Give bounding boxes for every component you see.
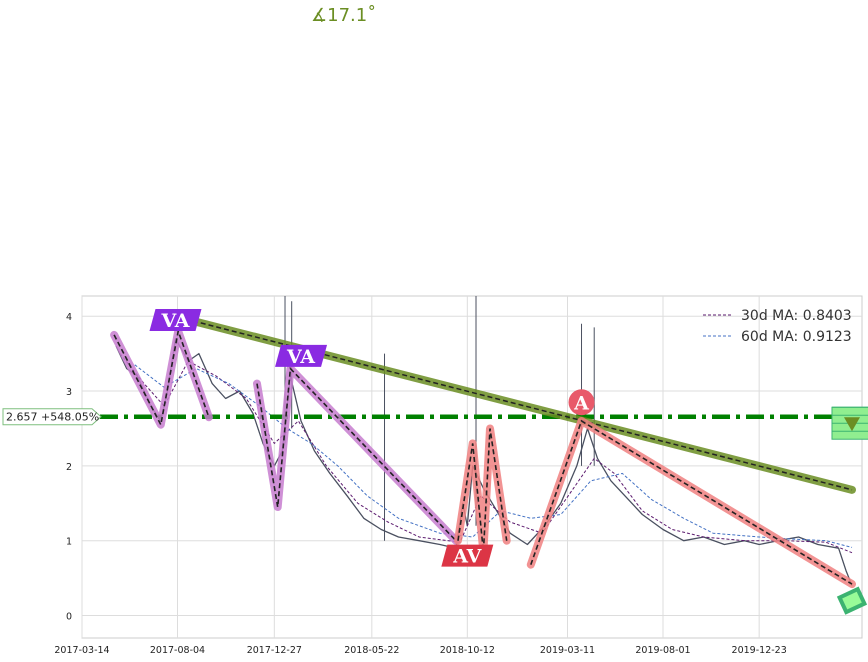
level-price-label: 2.657 +548.05% xyxy=(6,411,99,424)
pattern-line-dash xyxy=(256,366,457,542)
y-axis-ticks: 0 1 2 3 4 xyxy=(66,312,72,622)
moving-averages xyxy=(119,353,853,554)
pattern-line-dash xyxy=(113,328,210,428)
marker-va xyxy=(275,344,328,367)
x-tick-label: 2019-03-11 xyxy=(540,645,595,656)
x-tick-label: 2017-03-14 xyxy=(54,645,109,656)
legend-label: 30d MA: 0.8403 xyxy=(741,308,852,324)
legend: 30d MA: 0.8403 60d MA: 0.9123 xyxy=(703,308,852,345)
x-axis-ticks: 2017-03-14 2017-08-04 2017-12-27 2018-05-22… xyxy=(54,645,786,656)
pattern-markers: VA VA AV A xyxy=(149,308,595,568)
legend-label: 60d MA: 0.9123 xyxy=(741,329,852,345)
ma60-line xyxy=(134,364,853,548)
icons xyxy=(831,406,868,615)
marker-av xyxy=(441,544,494,567)
x-tick-label: 2017-12-27 xyxy=(247,645,302,656)
x-tick-label: 2017-08-04 xyxy=(150,645,205,656)
x-tick-label: 2019-08-01 xyxy=(635,645,690,656)
marker-label: A xyxy=(573,392,589,414)
pattern-line-dash xyxy=(530,419,853,585)
x-tick-label: 2018-05-22 xyxy=(344,645,399,656)
y-tick-label: 1 xyxy=(66,537,72,548)
marker-label: VA xyxy=(286,346,315,368)
marker-label: AV xyxy=(452,546,482,568)
x-tick-label: 2018-10-12 xyxy=(440,645,495,656)
y-tick-label: 2 xyxy=(66,462,72,473)
x-tick-label: 2019-12-23 xyxy=(732,645,787,656)
bug-icon-body xyxy=(842,591,862,610)
angle-label: ∡17.1˚ xyxy=(311,5,376,26)
y-tick-label: 3 xyxy=(66,387,72,398)
grid xyxy=(81,296,862,638)
marker-label: VA xyxy=(160,310,189,332)
pattern-line-dash xyxy=(457,428,508,552)
wall-emblem xyxy=(843,417,860,432)
marker-a xyxy=(568,389,595,416)
y-tick-label: 4 xyxy=(66,312,72,323)
y-tick-label: 0 xyxy=(66,612,72,623)
level-price-tag xyxy=(2,408,102,426)
marker-va xyxy=(149,308,202,331)
horizontal-level: 2.657 +548.05% xyxy=(2,408,858,426)
